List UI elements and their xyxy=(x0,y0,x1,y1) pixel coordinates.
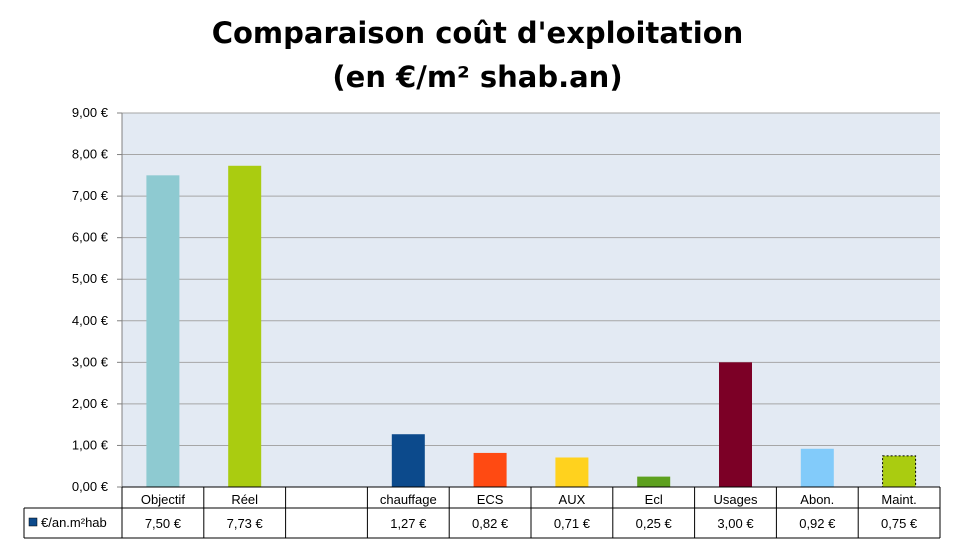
bar xyxy=(146,175,180,488)
y-tick-label: 4,00 € xyxy=(72,313,109,328)
bar xyxy=(637,476,671,487)
y-tick-label: 2,00 € xyxy=(72,396,109,411)
bar xyxy=(719,362,752,487)
y-tick-label: 3,00 € xyxy=(72,354,109,369)
y-tick-label: 7,00 € xyxy=(72,188,109,203)
legend-key xyxy=(28,517,38,527)
x-category-label: Ecl xyxy=(645,492,663,507)
x-category-label: AUX xyxy=(559,492,586,507)
legend-series-name: €/an.m²hab xyxy=(41,515,107,530)
data-table-value: 0,92 € xyxy=(799,516,836,531)
y-tick-label: 6,00 € xyxy=(72,230,109,245)
x-category-label: Réel xyxy=(231,492,258,507)
chart-title: Comparaison coût d'exploitation xyxy=(211,16,744,50)
data-table-value: 0,75 € xyxy=(881,516,918,531)
bar xyxy=(800,448,834,487)
x-category-label: chauffage xyxy=(380,492,437,507)
y-tick-label: 0,00 € xyxy=(72,479,109,494)
data-table-value: 0,71 € xyxy=(554,516,591,531)
x-category-label: Usages xyxy=(713,492,758,507)
y-tick-label: 5,00 € xyxy=(72,271,109,286)
data-table-value: 0,25 € xyxy=(636,516,673,531)
x-category-label: Abon. xyxy=(800,492,834,507)
bar xyxy=(228,165,262,487)
x-category-label: Maint. xyxy=(881,492,916,507)
bar xyxy=(473,452,507,487)
data-table-value: 1,27 € xyxy=(390,516,427,531)
bar xyxy=(391,434,425,487)
data-table-value: 0,82 € xyxy=(472,516,509,531)
data-table-value: 3,00 € xyxy=(717,516,754,531)
data-table-value: 7,73 € xyxy=(227,516,264,531)
data-table-value: 7,50 € xyxy=(145,516,182,531)
y-tick-label: 1,00 € xyxy=(72,437,109,452)
bar xyxy=(555,457,589,487)
y-tick-label: 8,00 € xyxy=(72,147,109,162)
y-tick-label: 9,00 € xyxy=(72,105,109,120)
x-category-label: Objectif xyxy=(141,492,185,507)
x-category-label: ECS xyxy=(477,492,504,507)
bar xyxy=(882,455,917,488)
chart-subtitle: (en €/m² shab.an) xyxy=(332,60,623,94)
